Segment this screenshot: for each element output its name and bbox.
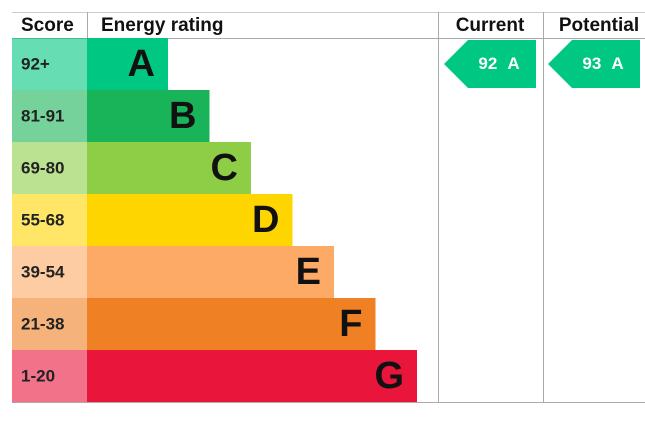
potential-arrow (548, 40, 640, 88)
potential-value: 93 (582, 54, 601, 73)
rating-letter: F (339, 303, 362, 345)
header-rating: Energy rating (101, 15, 223, 36)
score-cell (12, 194, 87, 246)
rating-bar (87, 246, 334, 298)
score-cell (12, 38, 87, 90)
score-cell (12, 298, 87, 350)
score-range: 69-80 (21, 158, 64, 177)
score-cell (12, 142, 87, 194)
header-potential: Potential (559, 15, 639, 36)
score-cell (12, 246, 87, 298)
rating-bar (87, 142, 251, 194)
score-range: 55-68 (21, 210, 64, 229)
rating-bar (87, 90, 210, 142)
header-current: Current (456, 15, 525, 36)
score-range: 21-38 (21, 314, 64, 333)
rating-bar (87, 298, 376, 350)
current-rating: A (507, 54, 519, 73)
score-range: 81-91 (21, 106, 64, 125)
header-score: Score (21, 15, 74, 36)
rating-letter: D (252, 199, 279, 241)
rating-letter: A (128, 43, 155, 85)
rating-bar (87, 38, 168, 90)
score-range: 92+ (21, 54, 50, 73)
rating-letter: G (374, 355, 404, 397)
score-range: 39-54 (21, 262, 65, 281)
score-cell (12, 350, 87, 402)
rating-bar (87, 194, 293, 246)
potential-rating: A (611, 54, 623, 73)
current-label: 92 A (478, 54, 519, 73)
score-range: 1-20 (21, 366, 55, 385)
score-cell (12, 90, 87, 142)
rating-letter: E (296, 251, 321, 293)
potential-label: 93 A (582, 54, 623, 73)
rating-letter: C (211, 147, 238, 189)
rating-bar (87, 350, 417, 402)
current-arrow (444, 40, 536, 88)
rating-letter: B (169, 95, 196, 137)
current-value: 92 (478, 54, 497, 73)
